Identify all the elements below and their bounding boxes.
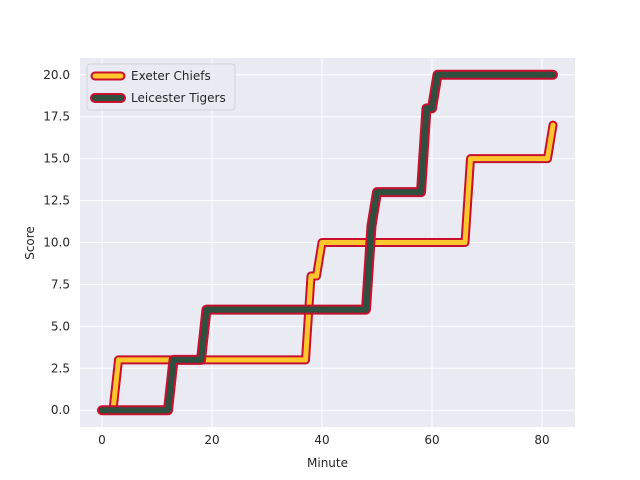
y-tick-label: 2.5 [51, 361, 70, 375]
y-tick-label: 17.5 [43, 110, 70, 124]
series-layer [97, 69, 558, 416]
x-axis-ticks: 0 20 40 60 80 [98, 433, 549, 447]
y-tick-label: 12.5 [43, 194, 70, 208]
x-tick-label: 80 [534, 433, 549, 447]
legend-item: Exeter Chiefs [90, 69, 211, 83]
legend-label: Exeter Chiefs [131, 69, 211, 83]
y-tick-label: 10.0 [43, 236, 70, 250]
series-leicester-tigers [97, 69, 558, 416]
series-line [99, 71, 556, 414]
legend-item: Leicester Tigers [90, 91, 226, 105]
x-tick-label: 0 [98, 433, 106, 447]
series-exeter-chiefs [97, 120, 558, 415]
x-tick-label: 20 [204, 433, 219, 447]
legend-label: Leicester Tigers [131, 91, 226, 105]
y-axis-label: Score [23, 226, 37, 260]
series-line [99, 122, 556, 413]
legend: Exeter Chiefs Leicester Tigers [86, 63, 236, 111]
x-tick-label: 40 [314, 433, 329, 447]
y-tick-label: 15.0 [43, 152, 70, 166]
x-tick-label: 60 [424, 433, 439, 447]
y-tick-label: 7.5 [51, 277, 70, 291]
y-tick-label: 20.0 [43, 68, 70, 82]
y-tick-label: 0.0 [51, 403, 70, 417]
y-tick-label: 5.0 [51, 319, 70, 333]
y-axis-ticks: 0.0 2.5 5.0 7.5 10.0 12.5 15.0 17.5 20.0 [43, 68, 70, 417]
x-axis-label: Minute [307, 456, 348, 470]
